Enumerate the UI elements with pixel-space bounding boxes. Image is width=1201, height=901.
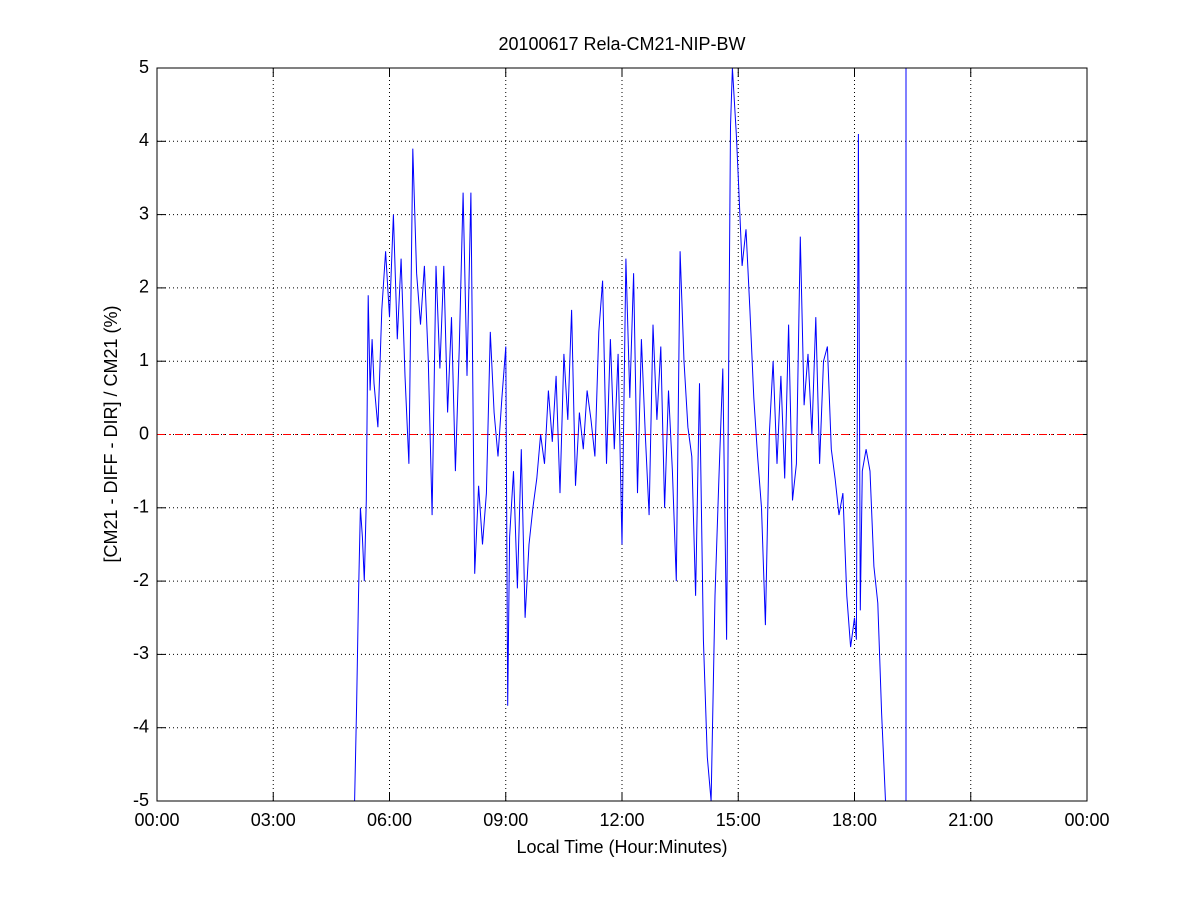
y-tick-label: 3	[139, 203, 149, 223]
chart-title: 20100617 Rela-CM21-NIP-BW	[498, 34, 745, 54]
y-tick-label: -2	[133, 570, 149, 590]
x-axis-label: Local Time (Hour:Minutes)	[516, 837, 727, 857]
y-axis-label: [CM21 - DIFF - DIR] / CM21 (%)	[101, 305, 121, 562]
y-tick-label: -1	[133, 497, 149, 517]
x-tick-label: 18:00	[832, 810, 877, 830]
y-tick-label: 5	[139, 57, 149, 77]
y-tick-label: 1	[139, 350, 149, 370]
x-tick-label: 00:00	[134, 810, 179, 830]
x-tick-label: 06:00	[367, 810, 412, 830]
x-tick-label: 00:00	[1064, 810, 1109, 830]
x-tick-label: 21:00	[948, 810, 993, 830]
x-tick-label: 15:00	[716, 810, 761, 830]
y-tick-label: 2	[139, 277, 149, 297]
x-tick-label: 12:00	[599, 810, 644, 830]
y-tick-label: 0	[139, 423, 149, 443]
y-tick-label: 4	[139, 130, 149, 150]
y-tick-label: -3	[133, 643, 149, 663]
x-tick-label: 03:00	[251, 810, 296, 830]
plot-frame	[156, 67, 1088, 802]
data-line	[354, 68, 907, 801]
y-tick-label: -4	[133, 716, 149, 736]
x-tick-label: 09:00	[483, 810, 528, 830]
y-tick-label: -5	[133, 790, 149, 810]
